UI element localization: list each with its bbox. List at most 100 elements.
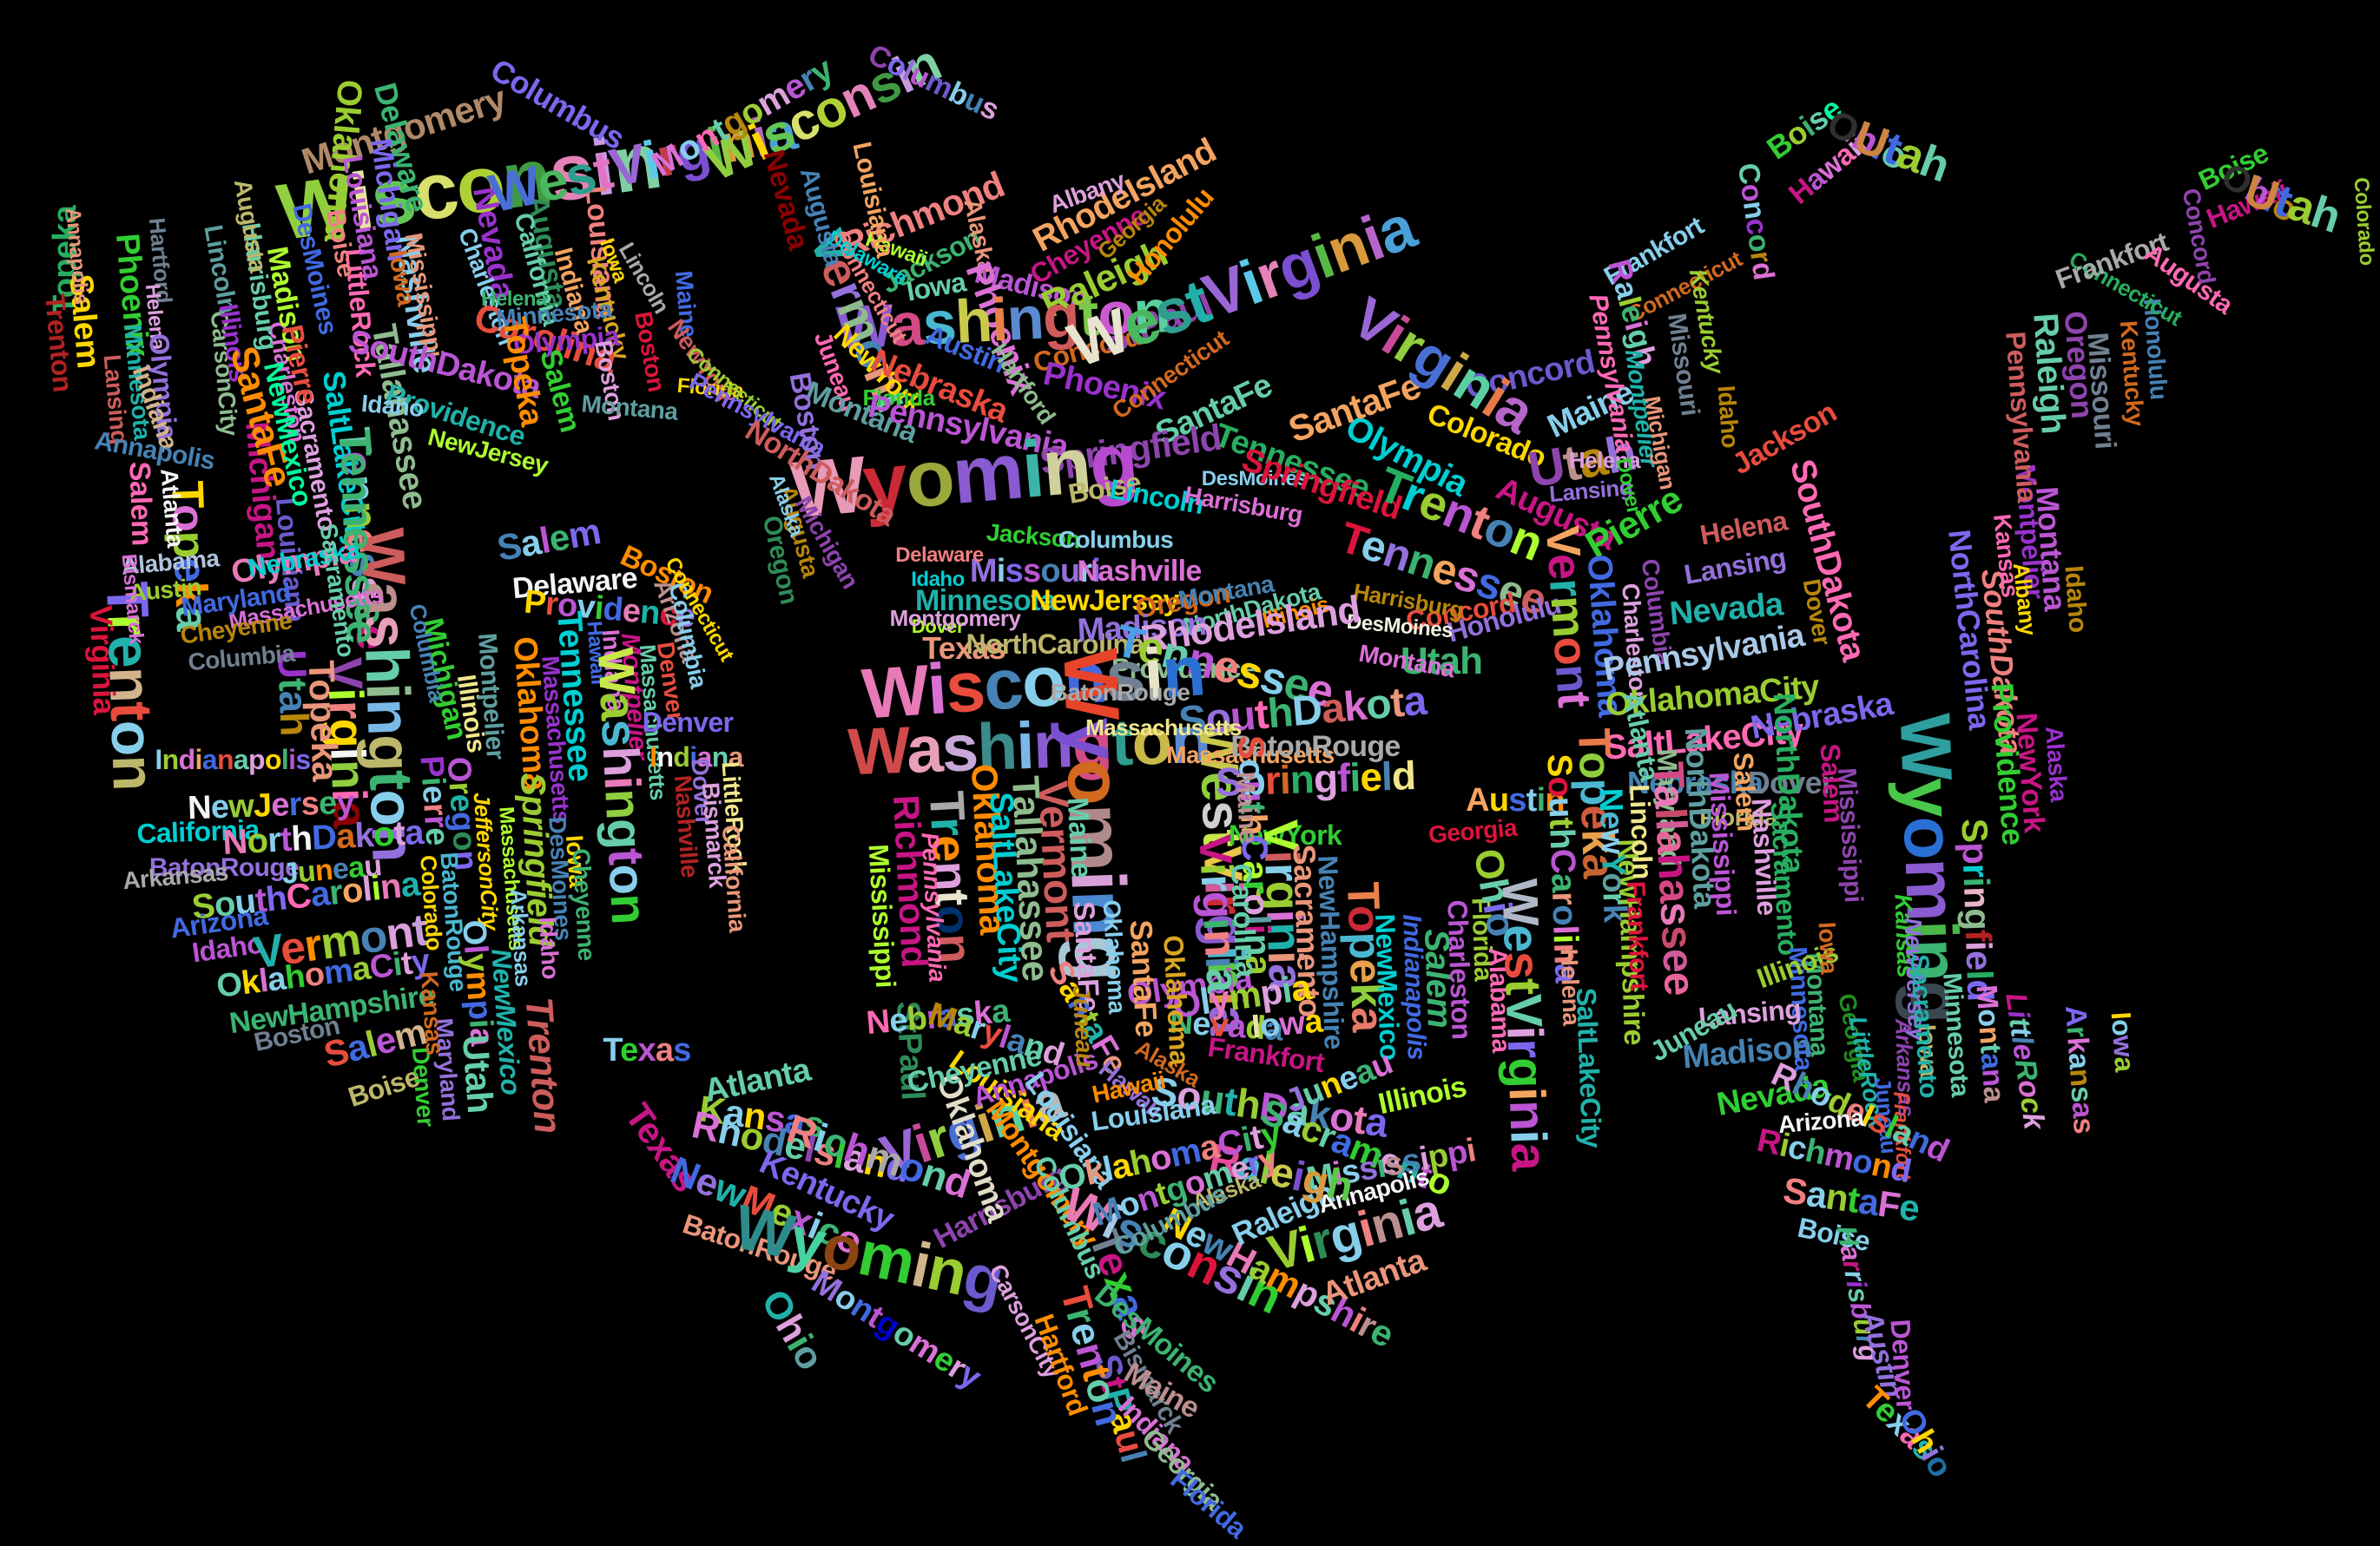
map-word-letter: P [522, 583, 548, 622]
map-word-letter: g [596, 817, 654, 850]
map-word-letter: n [1972, 1024, 2007, 1045]
map-word-letter: i [194, 744, 203, 775]
map-word-letter: y [335, 784, 355, 822]
map-word-indiana: Indiana [649, 743, 743, 771]
map-word-montana: Montana [580, 390, 679, 425]
map-word-letter: a [2108, 1055, 2141, 1073]
map-word-letter: r [1955, 863, 1997, 878]
map-word-letter: g [1497, 1056, 1555, 1089]
map-word-idaho: Idaho [534, 916, 564, 980]
map-word-letter: s [590, 717, 649, 748]
map-word-dover: Dover [911, 615, 965, 637]
map-word-letter: d [1744, 260, 1781, 282]
map-word-letter: a [655, 1032, 674, 1069]
map-word-letter: g [1312, 755, 1338, 802]
map-word-lansing: Lansing [1681, 542, 1789, 590]
map-word-iowa: Iowa [1813, 921, 1843, 975]
map-word-letter: W [586, 646, 646, 694]
map-word-letter: D [1290, 687, 1324, 735]
map-word-batonrouge: BatonRouge [1050, 679, 1190, 706]
map-word-letter: N [864, 1003, 892, 1043]
map-word-maine: Maine [1060, 796, 1098, 879]
map-word-letter: M [1969, 984, 2005, 1010]
map-word-letter: a [728, 741, 744, 773]
map-word-letter: s [1508, 782, 1526, 819]
map-word-letter: s [2066, 1116, 2101, 1135]
map-word-letter: e [270, 786, 290, 824]
map-word-florida: Florida [862, 385, 935, 411]
map-word-idaho: Idaho [1712, 385, 1744, 449]
map-word-cheyenne: Cheyenne [567, 847, 601, 962]
map-word-letter: s [295, 744, 311, 775]
map-word-massachusetts: Massachusetts [1166, 741, 1335, 768]
map-word-letter: o [901, 432, 957, 525]
map-word-virginia: Virginia [82, 604, 123, 715]
map-word-letter: e [620, 1032, 638, 1069]
map-word-letter: n [216, 744, 234, 775]
map-word-alaska: Alaska [2040, 725, 2073, 803]
map-word-letter: e [1653, 947, 1704, 973]
map-word-letter: i [689, 741, 697, 773]
map-word-columbus: Columbus [1058, 526, 1174, 553]
map-word-letter: d [178, 744, 196, 775]
map-word-letter: o [597, 862, 656, 896]
map-word-massachusetts: Massachusetts [1085, 714, 1242, 740]
map-word-newjersey: NewJersey [1030, 584, 1179, 617]
map-word-desmoines: DesMoines [1201, 467, 1309, 490]
map-word-letter: V [1535, 523, 1590, 556]
map-word-letter: e [318, 785, 338, 823]
map-word-letter: y [1887, 776, 1968, 818]
map-word-colorado: Colorado [415, 854, 448, 951]
map-word-boston: Boston [630, 309, 670, 394]
map-word-dover: Dover [1747, 765, 1834, 800]
map-word-letter: T [1337, 881, 1388, 906]
map-word-letter: o [372, 814, 395, 854]
map-word-kansas: Kansas [415, 970, 449, 1056]
map-word-letter: l [280, 744, 289, 775]
map-word-letter: t [1494, 977, 1552, 996]
map-word-texas: Texas [922, 630, 1006, 666]
map-word-letter: A [1466, 782, 1489, 819]
map-word-letter: o [1568, 750, 1620, 780]
map-word-letter: g [1956, 907, 1999, 931]
map-word-letter: W [1884, 712, 1967, 780]
map-word-northdakota: NorthDakota [1766, 691, 1812, 874]
map-word-letter: n [656, 741, 674, 773]
map-word-letter: M [969, 553, 998, 589]
map-word-maine: Maine [1230, 771, 1263, 844]
map-word-helena: Helena [1568, 447, 1641, 473]
map-word-idaho: Idaho [359, 389, 425, 423]
map-word-letter: e [1958, 950, 2001, 971]
map-word-letter: I [155, 744, 162, 775]
map-word-carolina: Carolina [1223, 862, 1263, 978]
map-word-letter: n [1289, 756, 1315, 803]
map-word-letter: n [1956, 885, 1998, 909]
map-word-letter: a [233, 744, 249, 775]
map-word-letter: h [271, 711, 318, 737]
map-word-utah: Utah [2238, 165, 2346, 243]
map-word-oklahoma: Oklahoma [1157, 934, 1196, 1066]
map-word-mississippi: Mississippi [1831, 766, 1869, 904]
map-word-letter: d [1390, 752, 1416, 799]
map-word-letter: p [1955, 841, 1997, 865]
map-word-nebraska: Nebraska [1626, 765, 1764, 800]
map-word-california: California [716, 824, 752, 933]
map-word-letter: m [564, 510, 603, 556]
map-word-montana: Montana [1969, 984, 2010, 1102]
map-word-letter: x [637, 1032, 656, 1069]
map-word-newyork: NewYork [1228, 819, 1342, 851]
map-word-arkansas: Arkansas [2059, 1004, 2101, 1135]
map-word-letter: s [1022, 553, 1041, 589]
map-word-letter: i [996, 553, 1006, 589]
map-word-batonrouge: BatonRouge [148, 853, 300, 882]
map-word-letter: r [1079, 553, 1092, 589]
map-word-providence: Providence [1111, 653, 1256, 684]
map-word-salem: Salem [122, 460, 159, 547]
map-word-letter: a [696, 741, 713, 773]
map-word-santafe: SantaFe [1123, 918, 1165, 1038]
map-word-letter: u [1488, 782, 1509, 819]
map-word-letter: s [300, 786, 320, 823]
map-word-letter: m [321, 952, 355, 992]
map-word-letter: e [1493, 923, 1551, 953]
